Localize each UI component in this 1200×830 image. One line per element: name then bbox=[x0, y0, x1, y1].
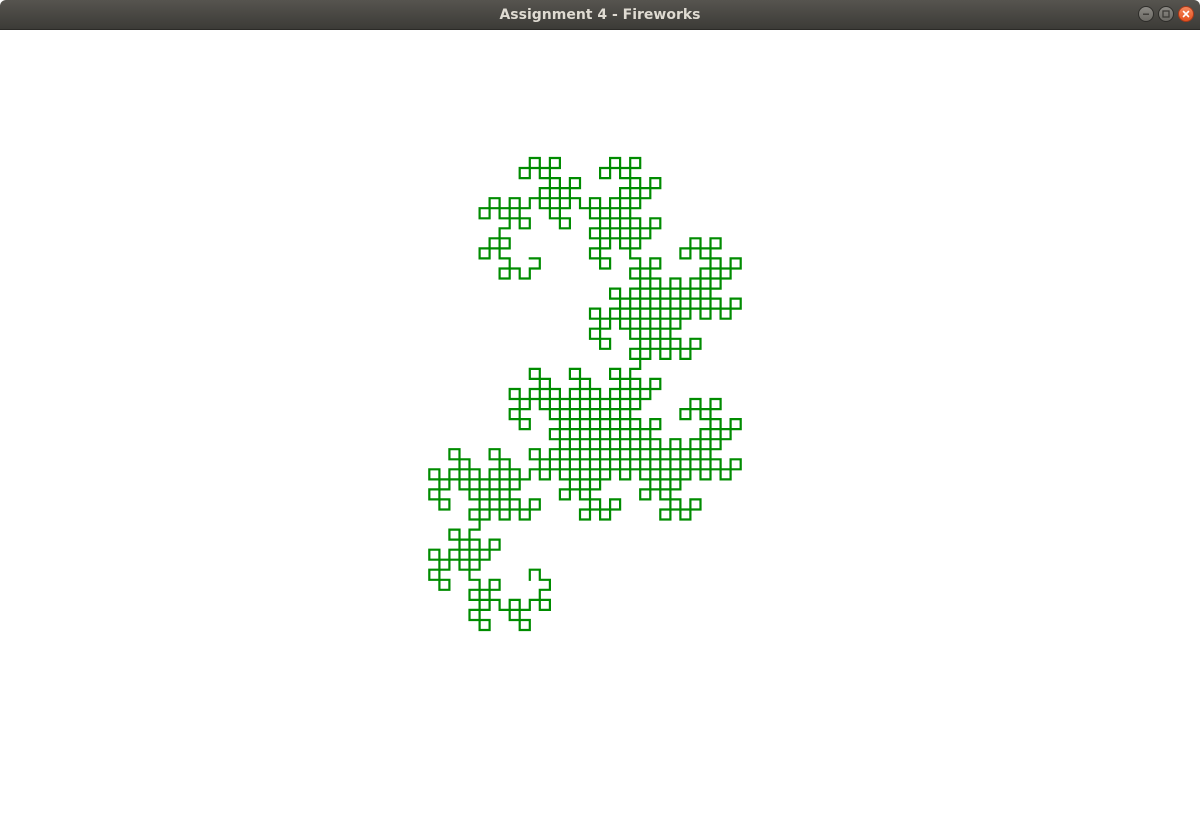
title-bar[interactable]: Assignment 4 - Fireworks bbox=[0, 0, 1200, 30]
close-button[interactable] bbox=[1178, 6, 1194, 22]
dragon-curve-path bbox=[428, 156, 742, 632]
drawing-canvas[interactable] bbox=[0, 30, 1200, 830]
dragon-curve-drawing bbox=[428, 156, 742, 632]
window-title: Assignment 4 - Fireworks bbox=[499, 7, 701, 23]
maximize-button[interactable] bbox=[1158, 6, 1174, 22]
close-icon bbox=[1182, 10, 1190, 18]
minimize-icon bbox=[1143, 13, 1149, 15]
minimize-button[interactable] bbox=[1138, 6, 1154, 22]
window-controls bbox=[1138, 6, 1194, 24]
maximize-icon bbox=[1162, 10, 1170, 18]
